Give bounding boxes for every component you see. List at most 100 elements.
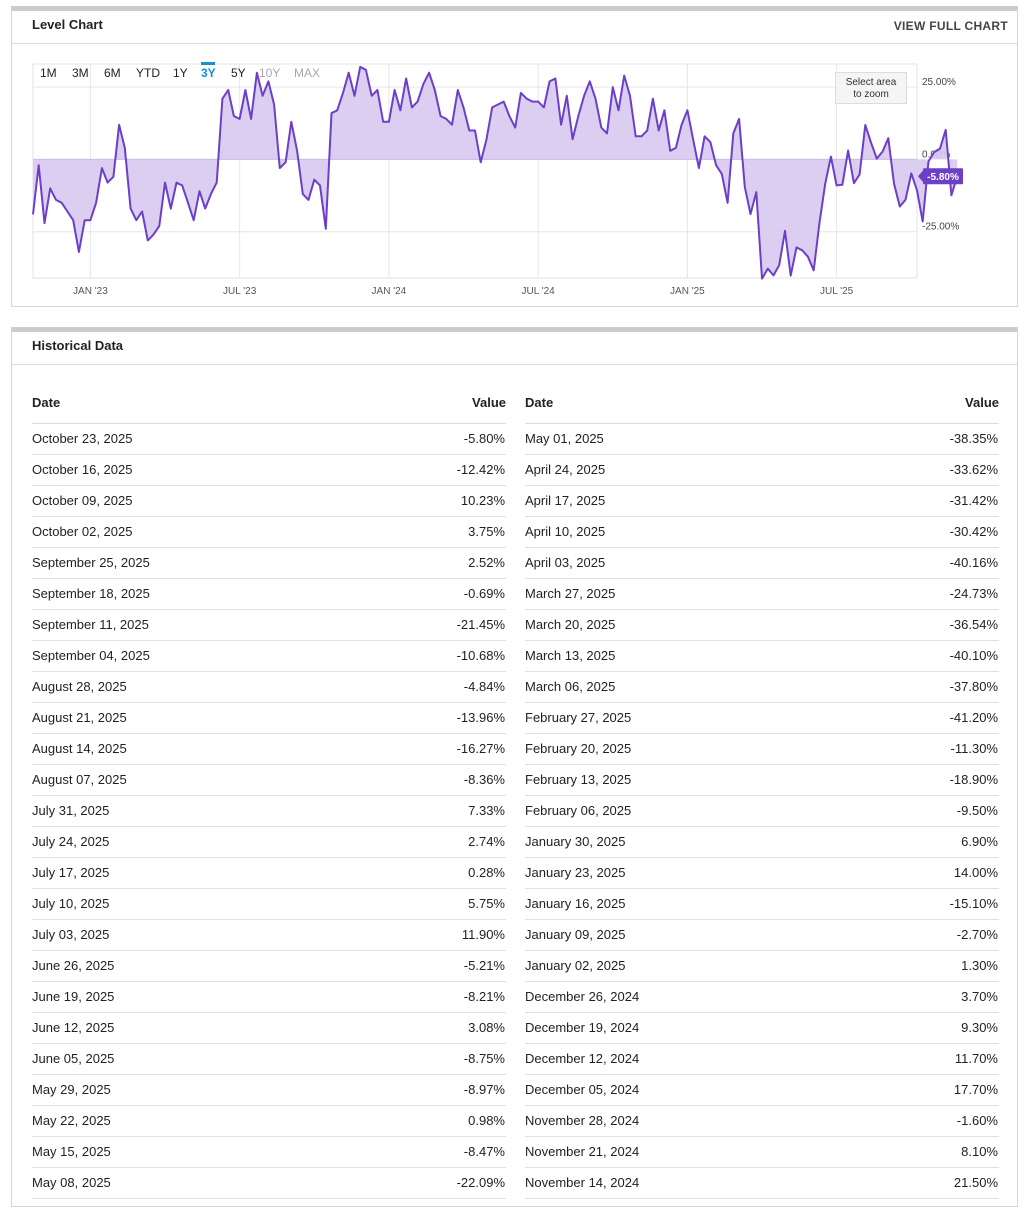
- row-date: December 26, 2024: [525, 989, 640, 1004]
- row-date: June 05, 2025: [32, 1051, 115, 1066]
- level-chart-title: Level Chart: [32, 17, 103, 32]
- view-full-chart-link[interactable]: VIEW FULL CHART: [893, 19, 1008, 33]
- row-value: -11.30%: [950, 741, 998, 756]
- row-date: February 13, 2025: [525, 772, 632, 787]
- table-row: December 26, 2024 3.70%: [525, 982, 999, 1013]
- left-header-divider: [32, 423, 506, 424]
- row-value: -37.80%: [949, 679, 998, 694]
- row-value: -33.62%: [949, 462, 998, 477]
- row-value: -12.42%: [456, 462, 505, 477]
- range-button-1y[interactable]: 1Y: [173, 66, 188, 80]
- row-date: August 07, 2025: [32, 772, 127, 787]
- row-value: -18.90%: [949, 772, 998, 787]
- row-value: -8.75%: [463, 1051, 505, 1066]
- range-button-5y[interactable]: 5Y: [231, 66, 246, 80]
- x-tick-label: JAN '23: [73, 286, 108, 297]
- row-value: -8.47%: [463, 1144, 505, 1159]
- row-value: -1.60%: [956, 1113, 998, 1128]
- table-row: August 07, 2025 -8.36%: [32, 765, 506, 796]
- table-row: July 31, 2025 7.33%: [32, 796, 506, 827]
- table-row: January 02, 2025 1.30%: [525, 951, 999, 982]
- row-value: 3.08%: [468, 1020, 505, 1035]
- table-row: July 24, 2025 2.74%: [32, 827, 506, 858]
- row-value: 6.90%: [961, 834, 998, 849]
- row-value: -13.96%: [456, 710, 505, 725]
- y-tick-label: -25.00%: [922, 222, 959, 233]
- historical-data-header: Historical Data: [12, 332, 1017, 365]
- right-value-header: Value: [965, 395, 999, 410]
- row-date: July 31, 2025: [32, 803, 110, 818]
- row-value: -2.70%: [956, 927, 998, 942]
- row-value: -10.68%: [456, 648, 505, 663]
- range-button-3m[interactable]: 3M: [72, 66, 89, 80]
- row-value: 11.70%: [954, 1051, 998, 1066]
- range-button-max[interactable]: MAX: [294, 66, 321, 80]
- row-date: December 05, 2024: [525, 1082, 640, 1097]
- row-value: -38.35%: [949, 431, 998, 446]
- row-value: 21.50%: [953, 1175, 998, 1190]
- row-value: 5.75%: [468, 896, 505, 911]
- row-value: -21.45%: [456, 617, 505, 632]
- row-value: -8.97%: [463, 1082, 505, 1097]
- table-row: November 21, 2024 8.10%: [525, 1137, 999, 1168]
- row-value: 2.74%: [468, 834, 505, 849]
- row-date: November 28, 2024: [525, 1113, 640, 1128]
- row-date: January 23, 2025: [525, 865, 626, 880]
- table-row: January 09, 2025 -2.70%: [525, 920, 999, 951]
- row-date: January 30, 2025: [525, 834, 626, 849]
- range-button-10y[interactable]: 10Y: [259, 66, 281, 80]
- row-date: September 18, 2025: [32, 586, 150, 601]
- level-chart[interactable]: JAN '23 JUL '23 JAN '24 JUL '24 JAN '25 JUL '…: [0, 0, 1028, 310]
- table-row: June 12, 2025 3.08%: [32, 1013, 506, 1044]
- table-row: September 11, 2025 -21.45%: [32, 610, 506, 641]
- x-tick-label: JUL '23: [223, 286, 257, 297]
- left-value-header: Value: [472, 395, 506, 410]
- table-row: August 28, 2025 -4.84%: [32, 672, 506, 703]
- table-row: July 03, 2025 11.90%: [32, 920, 506, 951]
- row-value: 10.23%: [460, 493, 505, 508]
- row-value: 3.70%: [961, 989, 998, 1004]
- row-value: 1.30%: [961, 958, 998, 973]
- current-value-pointer: [918, 169, 924, 184]
- table-row: September 25, 2025 2.52%: [32, 548, 506, 579]
- table-row: February 20, 2025 -11.30%: [525, 734, 999, 765]
- row-value: -5.21%: [463, 958, 505, 973]
- row-date: January 16, 2025: [525, 896, 626, 911]
- row-date: March 27, 2025: [525, 586, 616, 601]
- range-button-6m[interactable]: 6M: [104, 66, 121, 80]
- row-date: May 08, 2025: [32, 1175, 111, 1190]
- row-value: 2.52%: [468, 555, 505, 570]
- row-date: April 03, 2025: [525, 555, 606, 570]
- series-line: [32, 65, 959, 280]
- range-button-ytd[interactable]: YTD: [136, 66, 160, 80]
- current-value-label: -5.80%: [927, 172, 959, 183]
- row-date: July 10, 2025: [32, 896, 110, 911]
- range-button-1m[interactable]: 1M: [40, 66, 57, 80]
- table-row: February 06, 2025 -9.50%: [525, 796, 999, 827]
- table-row: July 10, 2025 5.75%: [32, 889, 506, 920]
- row-value: -9.50%: [956, 803, 998, 818]
- row-date: July 17, 2025: [32, 865, 110, 880]
- table-row: June 19, 2025 -8.21%: [32, 982, 506, 1013]
- row-date: August 14, 2025: [32, 741, 127, 756]
- select-area-to-zoom-button[interactable]: Select area to zoom: [835, 72, 907, 104]
- table-row: March 27, 2025 -24.73%: [525, 579, 999, 610]
- y-tick-label: 25.00%: [922, 77, 956, 88]
- table-row: July 17, 2025 0.28%: [32, 858, 506, 889]
- row-date: April 17, 2025: [525, 493, 606, 508]
- row-date: December 12, 2024: [525, 1051, 640, 1066]
- range-button-3y[interactable]: 3Y: [201, 66, 216, 80]
- row-date: June 12, 2025: [32, 1020, 115, 1035]
- row-date: February 06, 2025: [525, 803, 632, 818]
- table-row: November 28, 2024 -1.60%: [525, 1106, 999, 1137]
- row-date: August 28, 2025: [32, 679, 127, 694]
- row-date: February 20, 2025: [525, 741, 632, 756]
- row-date: October 16, 2025: [32, 462, 133, 477]
- table-row: January 16, 2025 -15.10%: [525, 889, 999, 920]
- row-date: January 09, 2025: [525, 927, 626, 942]
- row-date: November 14, 2024: [525, 1175, 640, 1190]
- table-row: March 06, 2025 -37.80%: [525, 672, 999, 703]
- zoom-label-line2: to zoom: [853, 89, 889, 100]
- table-row: February 13, 2025 -18.90%: [525, 765, 999, 796]
- table-row: October 23, 2025 -5.80%: [32, 424, 506, 455]
